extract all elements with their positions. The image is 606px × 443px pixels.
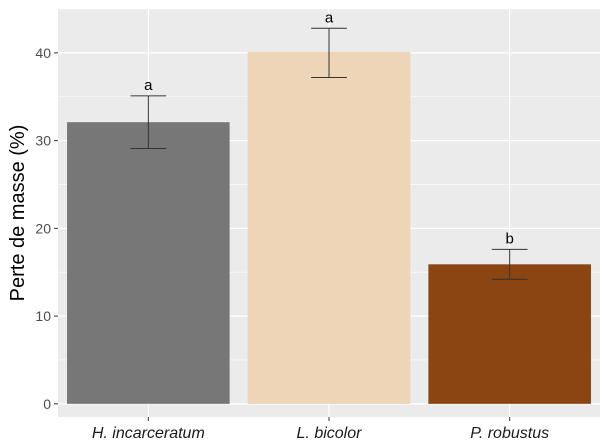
y-axis-label: Perte de masse (%) [7, 125, 29, 302]
bars [67, 51, 591, 404]
y-tick-label: 30 [35, 133, 51, 149]
y-tick-label: 40 [35, 45, 51, 61]
x-axis: H. incarceratum L. bicolor P. robustus [92, 417, 549, 442]
bar [428, 264, 591, 404]
significance-letter: b [505, 230, 513, 247]
significance-letters: a a b [144, 9, 514, 247]
y-tick-label: 0 [43, 396, 51, 412]
significance-letter: a [325, 9, 334, 26]
bar [247, 51, 411, 404]
y-tick-label: 20 [35, 220, 51, 236]
significance-letter: a [144, 77, 153, 94]
x-tick-label: H. incarceratum [92, 425, 205, 442]
bar [67, 122, 230, 404]
y-tick-label: 10 [35, 308, 51, 324]
x-tick-label: P. robustus [470, 425, 549, 442]
error-bars [130, 27, 528, 280]
y-axis: 0 10 20 30 40 [35, 45, 58, 412]
x-tick-label: L. bicolor [297, 425, 363, 442]
